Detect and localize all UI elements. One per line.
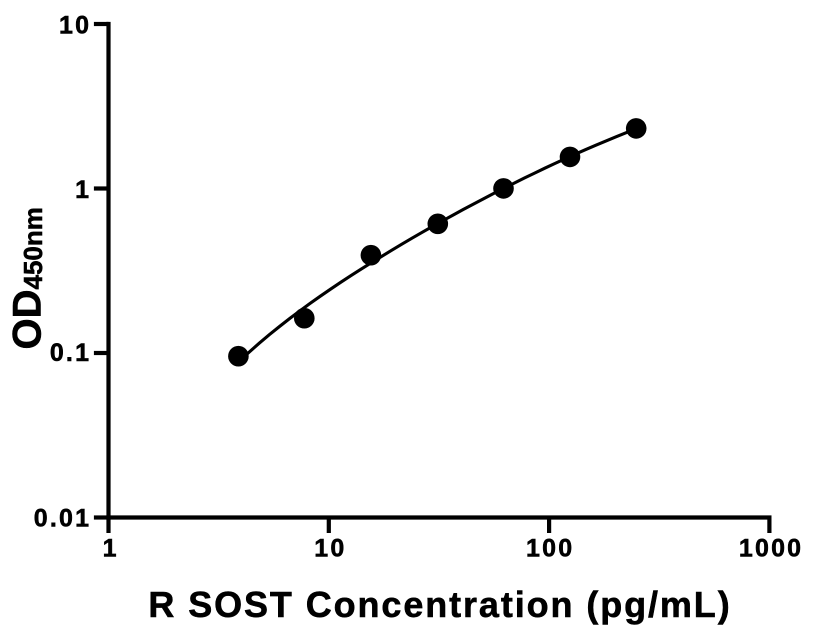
svg-text:1: 1 xyxy=(103,535,119,563)
svg-text:10: 10 xyxy=(59,12,91,40)
svg-text:100: 100 xyxy=(526,535,574,563)
svg-text:R SOST Concentration (pg/mL): R SOST Concentration (pg/mL) xyxy=(148,584,731,625)
svg-text:1: 1 xyxy=(75,176,91,204)
svg-text:0.1: 0.1 xyxy=(50,339,91,367)
svg-text:10: 10 xyxy=(314,535,346,563)
svg-text:1000: 1000 xyxy=(739,535,803,563)
svg-text:0.01: 0.01 xyxy=(34,505,91,533)
